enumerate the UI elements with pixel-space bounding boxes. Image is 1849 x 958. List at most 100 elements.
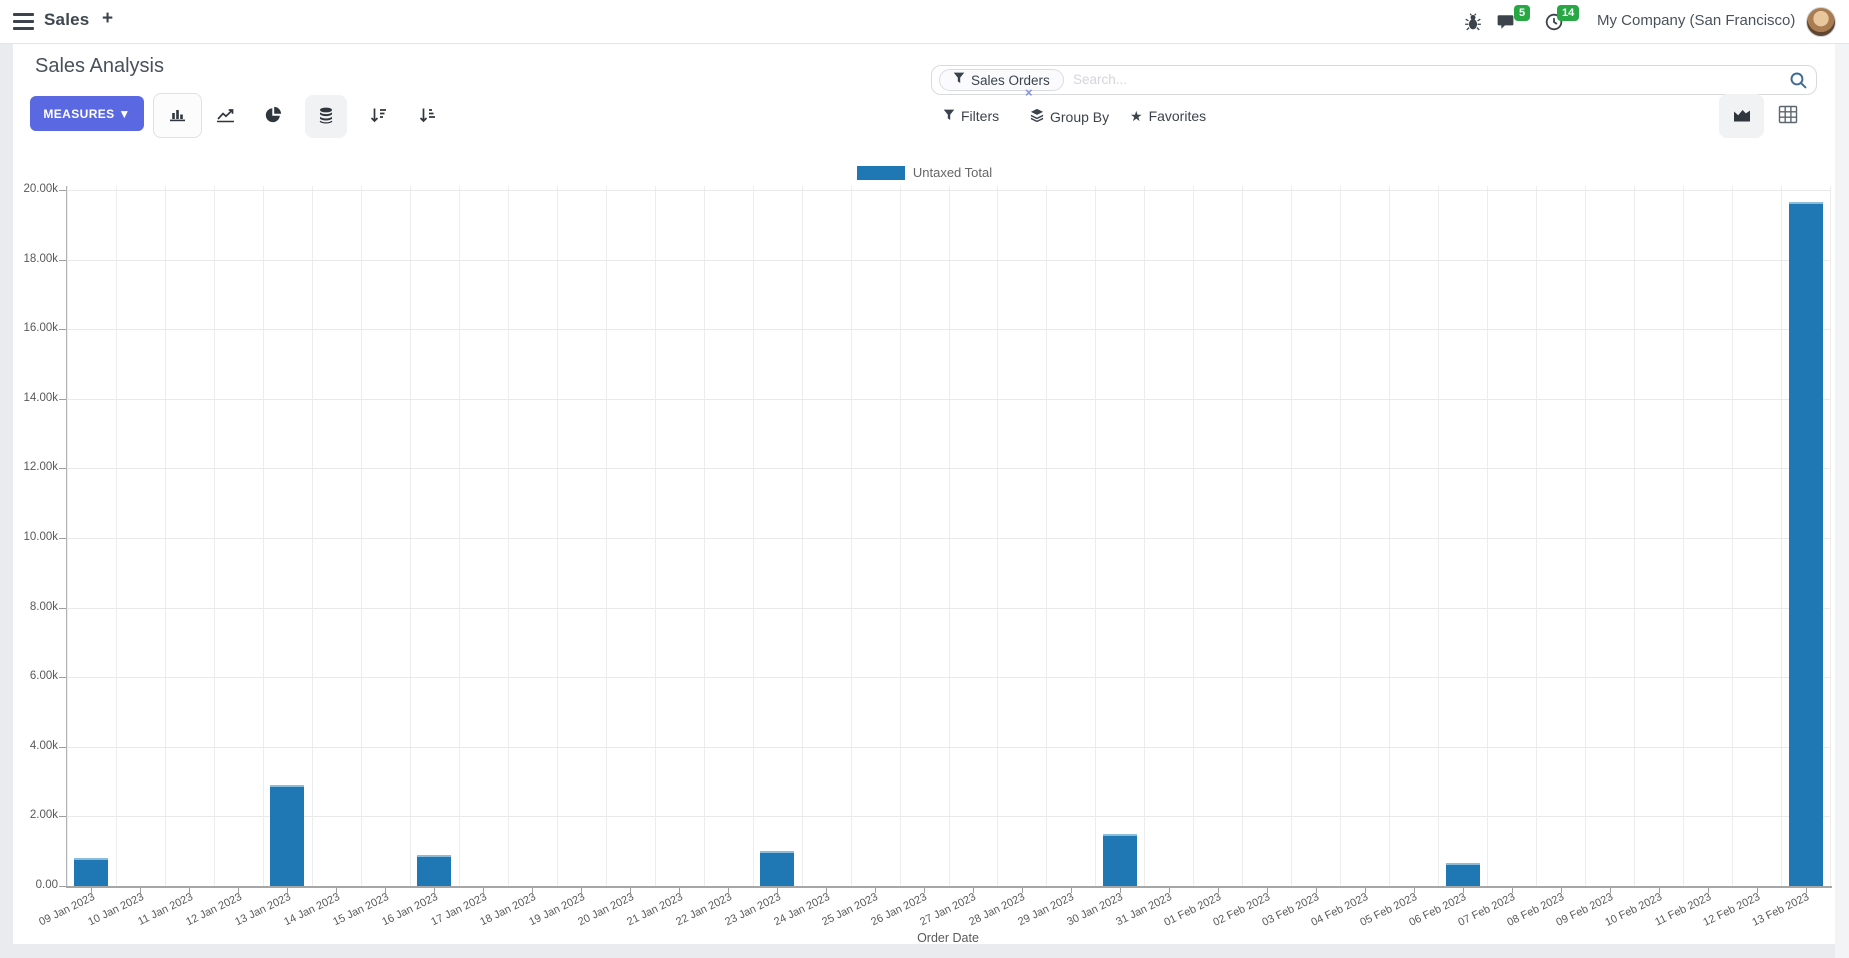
pie-chart-view-button[interactable]: [258, 101, 288, 131]
y-axis-label: 2.00k: [29, 809, 58, 822]
bar-16-Jan-2023[interactable]: [417, 854, 452, 886]
search-facet-sales-orders[interactable]: Sales Orders: [939, 69, 1064, 91]
x-axis-tick: [336, 888, 338, 893]
gridline-vertical: [311, 186, 313, 886]
x-axis-tick: [385, 888, 387, 893]
favorites-label: Favorites: [1148, 108, 1207, 124]
x-axis-tick: [826, 888, 828, 893]
user-avatar[interactable]: [1806, 7, 1836, 37]
x-axis-tick: [875, 888, 877, 893]
gridline-vertical: [654, 186, 656, 886]
page-title: Sales Analysis: [35, 55, 164, 77]
gridline-vertical: [752, 186, 754, 886]
gridline-vertical: [556, 186, 558, 886]
gridline-vertical: [262, 186, 264, 886]
x-axis-tick: [630, 888, 632, 893]
messages-icon[interactable]: [1496, 13, 1515, 36]
x-axis-tick: [1021, 888, 1023, 893]
activities-clock-icon[interactable]: [1545, 13, 1563, 36]
x-axis-tick: [1805, 888, 1807, 893]
y-axis-label: 18.00k: [23, 252, 58, 265]
company-name[interactable]: My Company (San Francisco): [1597, 12, 1796, 29]
pivot-view-switch-button[interactable]: [1772, 101, 1804, 131]
graph-view-switch-button[interactable]: [1719, 94, 1764, 138]
gridline-horizontal: [67, 816, 1830, 818]
remove-facet-icon[interactable]: ×: [1025, 85, 1033, 100]
y-axis-tick: [59, 746, 66, 748]
y-axis-tick: [59, 468, 66, 470]
y-axis-tick: [59, 816, 66, 818]
x-axis-tick: [679, 888, 681, 893]
x-axis-tick: [1462, 888, 1464, 893]
filters-funnel-icon: [943, 108, 955, 124]
search-bar[interactable]: Sales Orders × Search...: [931, 65, 1817, 100]
pie-chart-icon: [264, 106, 282, 127]
x-axis-tick: [972, 888, 974, 893]
x-axis-label-16-Jan-2023: 16 Jan 2023: [379, 891, 440, 929]
activities-count-badge[interactable]: 14: [1557, 5, 1580, 21]
search-icon[interactable]: [1789, 71, 1808, 95]
gridline-vertical: [115, 186, 117, 886]
y-axis-label: 0.00: [35, 879, 58, 891]
gridline-vertical: [1781, 186, 1783, 886]
legend-label: Untaxed Total: [912, 165, 993, 180]
sort-ascending-button[interactable]: [412, 101, 442, 131]
favorites-button[interactable]: ★ Favorites: [1130, 108, 1206, 124]
gridline-horizontal: [67, 746, 1830, 748]
gridline-vertical: [1487, 186, 1489, 886]
gridline-vertical: [507, 186, 509, 886]
gridline-vertical: [1830, 186, 1831, 886]
search-input[interactable]: Search...: [1073, 72, 1128, 87]
gridline-vertical: [213, 186, 215, 886]
x-axis-tick: [1119, 888, 1121, 893]
filters-button[interactable]: Filters: [943, 108, 999, 124]
gridline-vertical: [1291, 186, 1293, 886]
stacked-toggle-button[interactable]: [305, 95, 347, 138]
y-axis-label: 10.00k: [23, 531, 58, 543]
gridline-vertical: [1095, 186, 1097, 886]
bar-13-Jan-2023[interactable]: [270, 785, 305, 886]
y-axis-label: 4.00k: [29, 739, 58, 752]
bar-13-Feb-2023[interactable]: [1788, 202, 1823, 886]
line-chart-icon: [216, 107, 235, 126]
debug-bug-icon[interactable]: [1464, 13, 1482, 36]
sort-descending-icon: [370, 107, 387, 126]
pivot-table-icon: [1778, 105, 1798, 127]
measures-button[interactable]: MEASURES ▼: [30, 96, 144, 131]
x-axis-tick: [189, 888, 191, 893]
group-by-label: Group By: [1050, 108, 1110, 125]
top-navbar: Sales + 5 14 My Company (San Francisco): [0, 0, 1849, 44]
line-chart-view-button[interactable]: [210, 101, 240, 131]
y-axis-tick: [59, 677, 66, 679]
bar-23-Jan-2023[interactable]: [760, 851, 795, 886]
area-chart-icon: [1732, 106, 1752, 126]
apps-menu-icon[interactable]: [13, 13, 34, 30]
sort-descending-button[interactable]: [363, 101, 393, 131]
messages-count-badge[interactable]: 5: [1514, 5, 1531, 21]
gridline-vertical: [1438, 186, 1440, 886]
gridline-horizontal: [67, 259, 1830, 261]
bar-30-Jan-2023[interactable]: [1102, 833, 1137, 886]
gridline-vertical: [1046, 186, 1048, 886]
app-name[interactable]: Sales: [44, 10, 90, 29]
gridline-vertical: [1242, 186, 1244, 886]
gridline-vertical: [948, 186, 950, 886]
gridline-vertical: [997, 186, 999, 886]
x-axis-tick: [1511, 888, 1513, 893]
y-axis-label: 20.00k: [23, 183, 58, 195]
x-axis-tick: [140, 888, 142, 893]
legend-item-untaxed-total[interactable]: Untaxed Total: [0, 165, 1849, 180]
bar-09-Jan-2023[interactable]: [74, 858, 109, 886]
gridline-vertical: [164, 186, 166, 886]
gridline-vertical: [67, 186, 68, 886]
stacked-database-icon: [318, 107, 334, 127]
bar-chart-view-button[interactable]: [153, 93, 202, 138]
group-by-button[interactable]: Group By: [1030, 108, 1109, 125]
gridline-horizontal: [67, 398, 1830, 400]
chart-right-gutter: [1835, 44, 1849, 958]
new-tab-plus-icon[interactable]: +: [102, 8, 114, 29]
x-axis-tick: [1756, 888, 1758, 893]
bar-06-Feb-2023[interactable]: [1445, 863, 1480, 886]
y-axis-tick: [59, 190, 66, 191]
